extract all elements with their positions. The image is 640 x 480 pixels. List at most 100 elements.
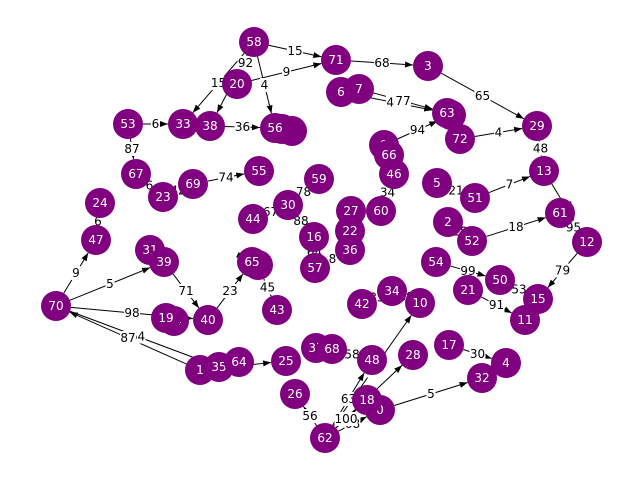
node-51: 51 — [460, 183, 490, 213]
edge-arrowhead — [262, 360, 272, 367]
node-19: 19 — [151, 303, 181, 333]
node-40: 40 — [193, 305, 223, 335]
node-circle — [572, 227, 602, 257]
nodes-layer: 0123456789101112131415161718192021222324… — [41, 27, 602, 453]
node-circle — [485, 265, 515, 295]
node-18: 18 — [352, 385, 382, 415]
node-circle — [457, 226, 487, 256]
node-24: 24 — [85, 188, 115, 218]
node-label: 50 — [492, 273, 507, 287]
edge-label-text: 45 — [260, 281, 275, 295]
node-69: 69 — [178, 169, 208, 199]
node-circle — [432, 98, 462, 128]
node-circle — [273, 190, 303, 220]
edge-label-text: 23 — [222, 284, 237, 298]
node-label: 6 — [337, 85, 345, 99]
edge-label: 58 — [344, 347, 360, 362]
edge-arrowhead — [537, 217, 546, 223]
node-15: 15 — [523, 284, 553, 314]
node-label: 51 — [467, 191, 482, 205]
edge-label-text: 9 — [72, 266, 80, 280]
node-circle — [335, 235, 365, 265]
edge-arrowhead — [424, 104, 433, 110]
node-67: 67 — [121, 159, 151, 189]
node-label: 39 — [156, 255, 171, 269]
node-circle — [522, 111, 552, 141]
node-circle — [317, 334, 347, 364]
node-27: 27 — [336, 196, 366, 226]
edge-label-text: 18 — [508, 220, 523, 234]
edge-label: 88 — [293, 214, 309, 228]
node-label: 71 — [328, 53, 343, 67]
edge-arrowhead — [312, 62, 322, 69]
edge-label-text: 6 — [152, 117, 160, 131]
node-circle — [545, 198, 575, 228]
edge-label-background — [344, 347, 360, 362]
edge-arrowhead — [312, 52, 322, 58]
node-label: 19 — [158, 311, 173, 325]
node-label: 2 — [444, 215, 452, 229]
node-label: 36 — [342, 243, 357, 257]
edge-label: 34 — [379, 185, 396, 200]
node-2: 2 — [433, 207, 463, 237]
edge-label-background — [178, 284, 194, 298]
edge-label: 6 — [93, 214, 103, 229]
node-circle — [113, 109, 143, 139]
node-label: 12 — [579, 235, 594, 249]
edge-label-background — [145, 178, 154, 193]
edge-arrowhead — [428, 121, 438, 128]
edge-label-text: 78 — [296, 185, 311, 199]
node-44: 44 — [238, 204, 268, 234]
edge-label-background — [395, 94, 411, 108]
edge-arrowhead — [513, 126, 523, 133]
edge-label-background — [508, 220, 524, 234]
node-circle — [41, 291, 71, 321]
node-16: 16 — [299, 222, 329, 252]
edge-label: 68 — [374, 56, 390, 70]
edge-label-background — [260, 78, 269, 92]
edge-label-text: 77 — [395, 94, 410, 108]
node-circle — [413, 51, 443, 81]
node-20: 20 — [222, 69, 252, 99]
edge-arrowhead — [515, 112, 524, 119]
edge-label-background — [505, 177, 514, 192]
node-23: 23 — [148, 182, 178, 212]
edge-label-background — [460, 264, 476, 278]
edge-arrowhead — [547, 279, 556, 288]
node-circle — [195, 111, 225, 141]
edge-label-text: 5 — [427, 387, 435, 401]
edge-arrowhead — [235, 273, 243, 283]
edge-label: 98 — [124, 306, 140, 320]
node-circle — [433, 207, 463, 237]
edge-label: 6 — [145, 178, 154, 193]
edge-arrowhead — [216, 104, 224, 113]
node-circle — [224, 347, 254, 377]
node-label: 27 — [343, 204, 358, 218]
node-59: 59 — [304, 164, 334, 194]
node-label: 68 — [324, 342, 339, 356]
node-47: 47 — [81, 225, 111, 255]
node-circle — [121, 159, 151, 189]
edge-label-text: 5 — [106, 277, 114, 291]
edge-label-background — [474, 89, 491, 103]
node-label: 32 — [474, 371, 489, 385]
node-circle — [168, 109, 198, 139]
node-circle — [304, 164, 334, 194]
node-label: 52 — [464, 234, 479, 248]
node-circle — [352, 385, 382, 415]
edge-label: 94 — [409, 123, 426, 137]
edge-label-background — [448, 183, 464, 198]
edge-label-text: 34 — [380, 186, 395, 200]
node-label: 18 — [359, 393, 374, 407]
node-circle — [310, 423, 340, 453]
node-label: 47 — [88, 233, 103, 247]
edge-label-background — [302, 409, 318, 423]
node-label: 48 — [364, 353, 379, 367]
node-circle — [299, 222, 329, 252]
node-48: 48 — [357, 345, 387, 375]
node-61: 61 — [545, 198, 575, 228]
edge-arrowhead — [191, 299, 199, 309]
node-circle — [280, 379, 310, 409]
node-circle — [460, 183, 490, 213]
edge-label: 99 — [460, 264, 476, 278]
